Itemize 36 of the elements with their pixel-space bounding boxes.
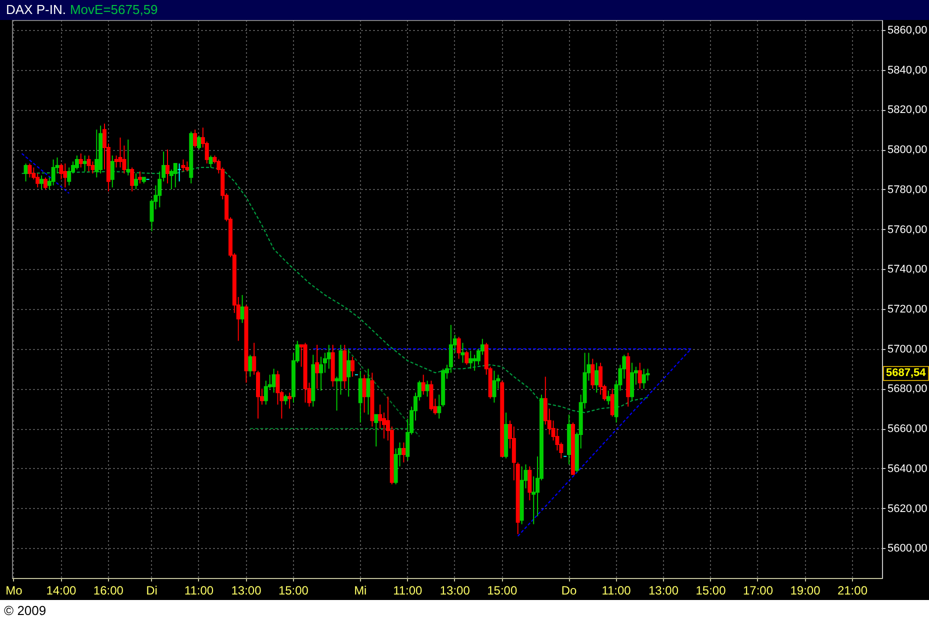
x-tick-label: 19:00 bbox=[790, 584, 821, 598]
y-tick-label: 5840,00 bbox=[888, 64, 928, 76]
x-tick-label: 15:00 bbox=[278, 584, 309, 598]
chart-title: DAX P-IN. bbox=[6, 2, 66, 17]
text: 5687,54 bbox=[883, 366, 929, 381]
y-tick-label: 5760,00 bbox=[888, 224, 928, 236]
x-tick-label: 21:00 bbox=[837, 584, 868, 598]
x-tick-label: 11:00 bbox=[602, 584, 632, 598]
x-tick-label: Mi bbox=[354, 584, 367, 598]
y-tick-label: 5780,00 bbox=[888, 184, 928, 196]
x-tick-label: 13:00 bbox=[648, 584, 679, 598]
y-tick-label: 5740,00 bbox=[888, 264, 928, 276]
y-tick-label: 5800,00 bbox=[888, 144, 928, 156]
x-tick-label: 17:00 bbox=[742, 584, 774, 598]
chart-subtitle: MovE=5675,59 bbox=[70, 2, 158, 17]
x-tick-label: 14:00 bbox=[46, 584, 77, 598]
x-tick-label: Di bbox=[146, 584, 158, 598]
y-tick-label: 5860,00 bbox=[888, 24, 928, 36]
x-tick-label: Mo bbox=[6, 584, 23, 598]
x-tick-label: 13:00 bbox=[440, 584, 470, 598]
x-tick-label: 15:00 bbox=[487, 584, 518, 598]
x-tick-label: 15:00 bbox=[696, 584, 726, 598]
x-tick-label: Do bbox=[561, 584, 578, 598]
y-tick-label: 5700,00 bbox=[888, 343, 928, 356]
y-tick-label: 5720,00 bbox=[888, 303, 928, 316]
y-tick-label: 5820,00 bbox=[888, 104, 928, 116]
x-tick-label: 13:00 bbox=[231, 584, 262, 598]
y-tick-label: 5680,00 bbox=[888, 383, 928, 396]
x-tick-label: 16:00 bbox=[93, 584, 124, 598]
text: © 2009 bbox=[3, 602, 48, 620]
y-tick-label: 5640,00 bbox=[888, 462, 928, 475]
y-tick-label: 5660,00 bbox=[888, 423, 928, 436]
x-tick-label: 11:00 bbox=[393, 584, 423, 598]
y-tick-label: 5620,00 bbox=[888, 502, 928, 515]
x-tick-label: 11:00 bbox=[184, 584, 214, 598]
y-tick-label: 5600,00 bbox=[888, 542, 928, 555]
